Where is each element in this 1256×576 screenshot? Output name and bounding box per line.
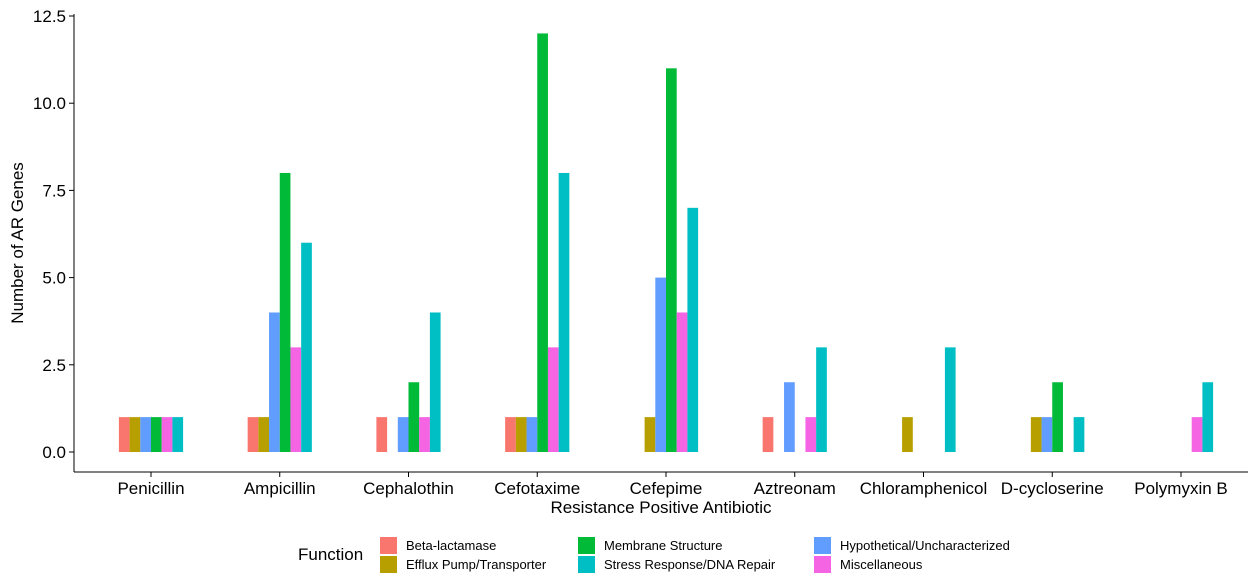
bar-hypothetical-uncharacterized-ampicillin [269, 312, 280, 452]
y-tick-label: 7.5 [42, 181, 66, 200]
bar-hypothetical-uncharacterized-cephalothin [397, 417, 409, 452]
bar-miscellaneous-cefepime [676, 312, 688, 452]
bar-stress-response-dna-repair-cefepime [687, 207, 699, 452]
x-tick-label-cephalothin: Cephalothin [363, 479, 454, 498]
x-axis-title: Resistance Positive Antibiotic [550, 498, 772, 517]
bar-membrane-structure-cephalothin [408, 382, 420, 452]
legend-label-beta-lactamase: Beta-lactamase [406, 538, 496, 553]
bar-stress-response-dna-repair-cefotaxime [558, 172, 570, 452]
legend-label-efflux-pump-transporter: Efflux Pump/Transporter [406, 557, 547, 572]
y-tick-label: 12.5 [33, 7, 66, 26]
x-tick-label-cefotaxime: Cefotaxime [494, 479, 580, 498]
bar-beta-lactamase-cephalothin [376, 417, 388, 452]
bar-membrane-structure-cefotaxime [537, 33, 548, 452]
bar-stress-response-dna-repair-d-cycloserine [1073, 417, 1085, 452]
legend-label-hypothetical-uncharacterized: Hypothetical/Uncharacterized [840, 538, 1010, 553]
bar-efflux-pump-transporter-cefotaxime [515, 417, 527, 452]
x-tick-label-aztreonam: Aztreonam [754, 479, 836, 498]
y-tick-label: 10.0 [33, 94, 66, 113]
x-tick-label-penicillin: Penicillin [117, 479, 184, 498]
bar-hypothetical-uncharacterized-cefotaxime [526, 417, 538, 452]
bar-miscellaneous-aztreonam [805, 417, 817, 452]
legend-swatch-miscellaneous [814, 556, 831, 573]
y-tick-label: 5.0 [42, 269, 66, 288]
y-tick-label: 2.5 [42, 356, 66, 375]
bar-efflux-pump-transporter-d-cycloserine [1030, 417, 1042, 452]
bar-miscellaneous-polymyxin-b [1191, 417, 1203, 452]
x-tick-label-ampicillin: Ampicillin [244, 479, 316, 498]
legend-label-stress-response-dna-repair: Stress Response/DNA Repair [604, 557, 776, 572]
bar-miscellaneous-cephalothin [419, 417, 430, 452]
bar-membrane-structure-d-cycloserine [1052, 382, 1063, 452]
bar-efflux-pump-transporter-cefepime [644, 417, 656, 452]
bar-miscellaneous-cefotaxime [547, 347, 559, 452]
legend-swatch-efflux-pump-transporter [380, 556, 397, 573]
bar-beta-lactamase-penicillin [118, 417, 130, 452]
legend-swatch-membrane-structure [578, 537, 595, 554]
bar-hypothetical-uncharacterized-penicillin [140, 417, 151, 452]
y-axis-title: Number of AR Genes [8, 162, 27, 324]
legend-label-membrane-structure: Membrane Structure [604, 538, 723, 553]
bar-efflux-pump-transporter-chloramphenicol [902, 417, 913, 452]
bar-membrane-structure-ampicillin [279, 172, 291, 452]
bar-miscellaneous-ampicillin [290, 347, 302, 452]
bar-efflux-pump-transporter-penicillin [129, 417, 141, 452]
bar-beta-lactamase-ampicillin [247, 417, 259, 452]
legend: Function Beta-lactamase Efflux Pump/Trans… [298, 537, 1010, 573]
bar-membrane-structure-penicillin [151, 417, 162, 452]
bar-stress-response-dna-repair-chloramphenicol [944, 347, 956, 452]
x-tick-label-polymyxin-b: Polymyxin B [1134, 479, 1228, 498]
bar-hypothetical-uncharacterized-cefepime [655, 277, 666, 452]
bar-hypothetical-uncharacterized-aztreonam [784, 382, 795, 452]
bar-stress-response-dna-repair-penicillin [172, 417, 184, 452]
legend-swatch-stress-response-dna-repair [578, 556, 595, 573]
bar-stress-response-dna-repair-ampicillin [301, 242, 312, 452]
legend-swatch-beta-lactamase [380, 537, 397, 554]
bar-efflux-pump-transporter-ampicillin [258, 417, 270, 452]
bar-miscellaneous-penicillin [161, 417, 173, 452]
y-tick-label: 0.0 [42, 443, 66, 462]
bar-membrane-structure-cefepime [666, 68, 677, 452]
x-tick-label-d-cycloserine: D-cycloserine [1001, 479, 1104, 498]
x-tick-label-chloramphenicol: Chloramphenicol [860, 479, 988, 498]
y-ticks-group: 0.0 2.5 5.0 7.5 10.0 12.5 [33, 7, 74, 462]
x-ticks-group: Penicillin Ampicillin Cephalothin Cefotaxim… [117, 472, 1228, 498]
legend-swatch-hypothetical-uncharacterized [814, 537, 831, 554]
bar-stress-response-dna-repair-aztreonam [816, 347, 827, 452]
bar-stress-response-dna-repair-cephalothin [429, 312, 441, 452]
bar-beta-lactamase-cefotaxime [505, 417, 516, 452]
bars-group [118, 33, 1214, 452]
legend-label-miscellaneous: Miscellaneous [840, 557, 923, 572]
x-tick-label-cefepime: Cefepime [630, 479, 703, 498]
legend-title: Function [298, 545, 363, 564]
bar-beta-lactamase-aztreonam [762, 417, 774, 452]
bar-stress-response-dna-repair-polymyxin-b [1202, 382, 1214, 452]
bar-hypothetical-uncharacterized-d-cycloserine [1041, 417, 1053, 452]
